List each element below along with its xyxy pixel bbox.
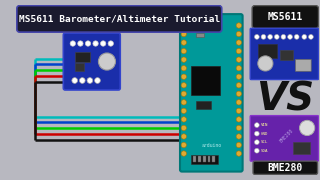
Text: BME280: BME280 <box>268 163 303 173</box>
Circle shape <box>294 35 299 39</box>
Circle shape <box>100 41 106 46</box>
Circle shape <box>236 100 242 105</box>
Circle shape <box>236 142 242 148</box>
Bar <box>205 10 216 19</box>
Circle shape <box>268 35 273 39</box>
Circle shape <box>108 41 113 46</box>
Circle shape <box>281 35 286 39</box>
Circle shape <box>93 41 98 46</box>
Circle shape <box>78 41 83 46</box>
FancyBboxPatch shape <box>252 6 318 28</box>
Circle shape <box>181 23 187 28</box>
Circle shape <box>236 57 242 62</box>
Circle shape <box>181 117 187 122</box>
Circle shape <box>236 23 242 28</box>
Circle shape <box>236 83 242 88</box>
Bar <box>191 66 220 95</box>
Text: arduino: arduino <box>201 143 221 148</box>
Circle shape <box>236 134 242 139</box>
FancyBboxPatch shape <box>253 161 317 174</box>
Circle shape <box>181 91 187 96</box>
Bar <box>293 142 310 154</box>
Circle shape <box>181 40 187 45</box>
Circle shape <box>254 35 259 39</box>
Text: MS5611: MS5611 <box>268 12 303 22</box>
Circle shape <box>254 131 259 136</box>
Text: BME280: BME280 <box>278 128 294 143</box>
Bar <box>75 52 90 62</box>
Circle shape <box>181 125 187 131</box>
FancyBboxPatch shape <box>250 116 318 161</box>
Text: SCL: SCL <box>261 140 268 144</box>
Circle shape <box>308 35 313 39</box>
Circle shape <box>72 78 77 83</box>
Circle shape <box>236 91 242 96</box>
Circle shape <box>300 120 315 136</box>
Circle shape <box>236 40 242 45</box>
Bar <box>198 156 201 162</box>
FancyBboxPatch shape <box>180 14 243 172</box>
FancyBboxPatch shape <box>201 7 220 23</box>
Circle shape <box>236 125 242 131</box>
Circle shape <box>258 56 273 71</box>
Text: VIN: VIN <box>261 123 268 127</box>
Circle shape <box>181 57 187 62</box>
Bar <box>207 156 210 162</box>
Circle shape <box>254 140 259 145</box>
Circle shape <box>181 108 187 114</box>
Bar <box>280 50 293 60</box>
Circle shape <box>181 142 187 148</box>
Circle shape <box>181 48 187 54</box>
Circle shape <box>70 41 76 46</box>
Bar <box>196 33 204 37</box>
Circle shape <box>236 66 242 71</box>
Circle shape <box>95 78 100 83</box>
Circle shape <box>181 74 187 79</box>
Circle shape <box>181 66 187 71</box>
Circle shape <box>254 123 259 127</box>
Circle shape <box>85 41 91 46</box>
FancyBboxPatch shape <box>63 33 120 90</box>
Bar <box>191 154 218 164</box>
Bar <box>196 101 211 109</box>
Bar <box>75 63 84 71</box>
Bar <box>203 156 206 162</box>
Circle shape <box>181 31 187 37</box>
Circle shape <box>79 78 85 83</box>
Circle shape <box>236 74 242 79</box>
Circle shape <box>236 108 242 114</box>
FancyBboxPatch shape <box>17 6 222 32</box>
Bar <box>193 156 196 162</box>
Circle shape <box>288 35 292 39</box>
Circle shape <box>302 35 307 39</box>
Text: MS5611 Barometer/Altimeter Tutorial: MS5611 Barometer/Altimeter Tutorial <box>19 14 220 23</box>
Circle shape <box>236 151 242 156</box>
Text: SDA: SDA <box>261 149 268 153</box>
Circle shape <box>181 83 187 88</box>
Circle shape <box>274 35 279 39</box>
Circle shape <box>236 31 242 37</box>
Text: GND: GND <box>261 132 268 136</box>
Circle shape <box>236 117 242 122</box>
Bar <box>212 156 215 162</box>
Circle shape <box>181 100 187 105</box>
Circle shape <box>261 35 266 39</box>
Circle shape <box>87 78 93 83</box>
Circle shape <box>254 148 259 153</box>
FancyBboxPatch shape <box>295 59 311 71</box>
Circle shape <box>236 48 242 54</box>
Circle shape <box>99 53 116 70</box>
Circle shape <box>181 151 187 156</box>
FancyBboxPatch shape <box>250 28 318 80</box>
Text: VS: VS <box>256 80 314 118</box>
Circle shape <box>181 134 187 139</box>
Bar <box>258 44 277 58</box>
